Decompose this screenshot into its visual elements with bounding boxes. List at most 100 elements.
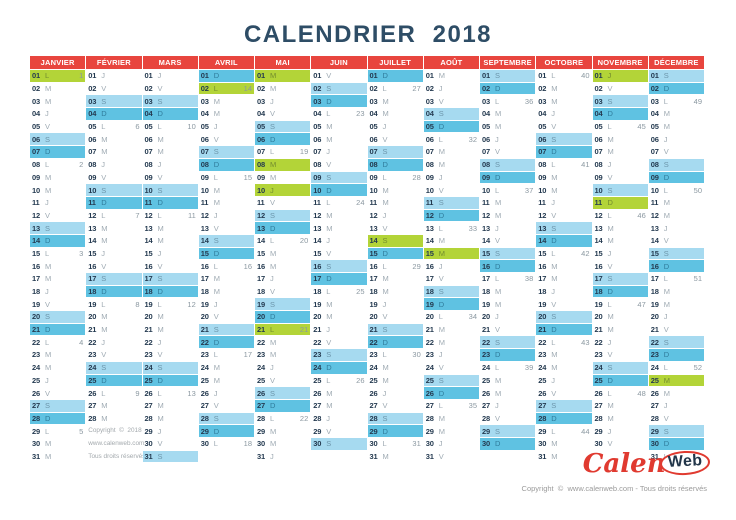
day-cell: 11 M	[648, 197, 704, 210]
day-number: 10	[200, 185, 209, 195]
day-letter: M	[438, 325, 445, 335]
day-letter: L	[663, 185, 668, 195]
day-cell: 05 M	[480, 121, 536, 134]
day-letter: M	[326, 122, 333, 132]
day-letter: M	[382, 451, 389, 461]
day-number: 18	[369, 287, 378, 297]
day-cell: 26 S	[255, 387, 311, 400]
day-cell: 25 M	[367, 375, 423, 388]
day-number: 18	[88, 287, 97, 297]
day-letter: J	[551, 198, 555, 208]
day-cell: 11 J	[30, 197, 86, 210]
day-letter: J	[213, 388, 218, 398]
day-letter: M	[382, 363, 389, 373]
day-number: 29	[425, 426, 434, 436]
day-number: 27	[257, 401, 265, 411]
day-number: 30	[650, 439, 659, 449]
day-cell: 23 M	[30, 349, 86, 362]
day-cell: 07 M	[423, 146, 479, 159]
day-cell: 06 S	[536, 133, 592, 147]
day-number: 11	[594, 198, 603, 208]
day-number: 10	[257, 185, 265, 195]
day-letter: J	[438, 84, 443, 94]
day-letter: D	[101, 109, 107, 119]
month-header: SEPTEMBRE	[480, 56, 536, 69]
day-cell: 06 M	[592, 133, 648, 147]
day-letter: M	[270, 261, 277, 271]
day-letter: M	[495, 388, 502, 398]
day-letter: V	[551, 299, 557, 309]
day-number: 24	[650, 363, 659, 373]
day-number: 17	[538, 274, 547, 284]
day-letter: M	[438, 413, 445, 423]
day-number: 21	[650, 325, 659, 335]
day-number: 22	[538, 337, 547, 347]
day-letter: S	[270, 388, 276, 398]
day-letter: M	[551, 261, 558, 271]
day-cell: 03 S	[86, 95, 142, 109]
day-cell: 01 V	[311, 70, 367, 83]
day-cell: 04 S	[423, 108, 479, 121]
day-cell: 06 M	[86, 133, 142, 147]
day-number: 06	[425, 134, 434, 144]
day-number: 03	[144, 96, 153, 106]
day-number: 15	[200, 248, 209, 258]
day-letter: M	[495, 375, 502, 385]
day-letter: J	[101, 71, 105, 81]
day-cell: 08 D	[198, 158, 254, 172]
day-cell: 30 M	[255, 438, 311, 451]
day-cell: 08 L 2	[30, 159, 86, 172]
day-number: 30	[369, 439, 378, 449]
day-letter: J	[607, 426, 612, 436]
day-letter: V	[438, 451, 444, 461]
day-cell: 30 L 18	[198, 438, 254, 451]
week-number: 17	[243, 350, 252, 360]
day-letter: V	[495, 147, 501, 157]
day-number: 04	[594, 109, 603, 119]
day-cell: 11 L 24	[311, 197, 367, 210]
day-cell: 29 S	[480, 425, 536, 438]
day-letter: L	[45, 160, 50, 170]
day-letter: M	[438, 337, 445, 347]
day-cell: 01 D	[367, 70, 423, 83]
week-number: 25	[356, 287, 365, 297]
day-letter: M	[101, 312, 108, 322]
day-cell: 07 V	[648, 146, 704, 159]
day-cell: 19 L 8	[86, 298, 142, 312]
day-cell: 15 J	[86, 248, 142, 261]
day-letter: S	[551, 134, 557, 144]
day-number: 14	[88, 236, 97, 246]
day-letter: D	[270, 312, 276, 322]
copyright-block: Copyright © 2018 www.calenweb.com Tous dro…	[86, 425, 145, 463]
day-number: 13	[88, 223, 97, 233]
day-letter: D	[438, 388, 445, 398]
day-number: 13	[650, 223, 659, 233]
day-number: 12	[32, 210, 40, 220]
day-number: 20	[482, 312, 490, 322]
day-letter: L	[213, 350, 218, 360]
day-letter: S	[607, 185, 613, 195]
day-letter: V	[438, 96, 444, 106]
day-letter: J	[326, 147, 330, 157]
day-number: 13	[32, 223, 40, 233]
day-letter: J	[213, 299, 218, 309]
day-number: 13	[200, 223, 209, 233]
day-number: 06	[369, 134, 378, 144]
day-letter: M	[607, 325, 614, 335]
day-number: 17	[257, 274, 265, 284]
day-letter: M	[326, 401, 333, 411]
month-column-aout: AOÛT 01 M 02 J 03 V 04 S 05 D 06 L 32 07 M 08 M 09 J 10 V 11 S 1…	[423, 56, 479, 464]
day-cell: 16 M	[30, 260, 86, 273]
day-number: 16	[425, 261, 434, 271]
day-number: 26	[369, 388, 378, 398]
day-cell: 24 L 39	[480, 362, 536, 375]
day-number: 01	[32, 71, 40, 81]
day-letter: M	[495, 122, 502, 132]
day-number: 13	[538, 223, 547, 233]
day-letter: M	[326, 299, 333, 309]
day-letter: M	[326, 210, 333, 220]
day-cell: 31 S	[142, 450, 198, 464]
day-cell: 18 L 25	[311, 286, 367, 299]
day-number: 02	[594, 84, 603, 94]
day-number: 19	[88, 299, 97, 309]
